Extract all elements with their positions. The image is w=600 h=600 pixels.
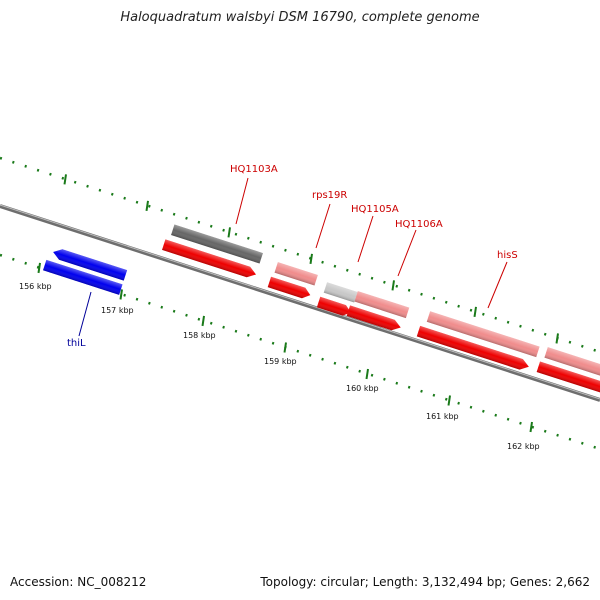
lower-major-tick <box>529 421 533 433</box>
gene-labels: HQ1103A rps19R HQ1105A HQ1106A hisS thiL <box>67 164 518 349</box>
upper-major-tick <box>391 280 395 291</box>
label-thil[interactable]: thiL <box>67 338 86 349</box>
accession-text: Accession: NC_008212 <box>10 575 147 589</box>
lower-major-tick <box>119 289 123 300</box>
gene-features <box>43 224 600 394</box>
lower-major-tick <box>37 262 41 274</box>
lower-major-tick <box>283 342 287 353</box>
upper-major-tick <box>473 306 477 318</box>
tick-label-156: 156 kbp <box>19 282 52 291</box>
upper-major-tick <box>555 333 559 344</box>
genome-title: Haloquadratum walsbyi DSM 16790, complet… <box>120 10 480 25</box>
tick-label-162: 162 kbp <box>507 442 540 451</box>
label-hiss[interactable]: hisS <box>497 250 518 261</box>
lower-major-tick <box>365 368 369 380</box>
upper-major-tick <box>145 200 149 212</box>
tick-label-157: 157 kbp <box>101 306 134 315</box>
upper-tick-track <box>0 156 600 354</box>
upper-major-tick <box>227 227 231 238</box>
upper-major-tick <box>63 174 67 185</box>
label-leaders <box>78 177 508 337</box>
tick-label-161: 161 kbp <box>426 412 459 421</box>
tick-label-158: 158 kbp <box>183 331 216 340</box>
genome-backbone <box>0 204 600 402</box>
tick-labels: 156 kbp 157 kbp 158 kbp 159 kbp 160 kbp … <box>19 282 540 451</box>
label-hq1105a[interactable]: HQ1105A <box>351 204 399 215</box>
label-hq1103a[interactable]: HQ1103A <box>230 164 278 175</box>
tick-label-160: 160 kbp <box>346 384 379 393</box>
genome-summary-text: Topology: circular; Length: 3,132,494 bp… <box>260 575 590 589</box>
label-rps19r[interactable]: rps19R <box>312 190 347 201</box>
lower-major-tick <box>201 315 205 327</box>
tick-label-159: 159 kbp <box>264 357 297 366</box>
lower-major-tick <box>447 395 451 406</box>
upper-major-tick <box>309 253 313 265</box>
label-hq1106a[interactable]: HQ1106A <box>395 219 443 230</box>
